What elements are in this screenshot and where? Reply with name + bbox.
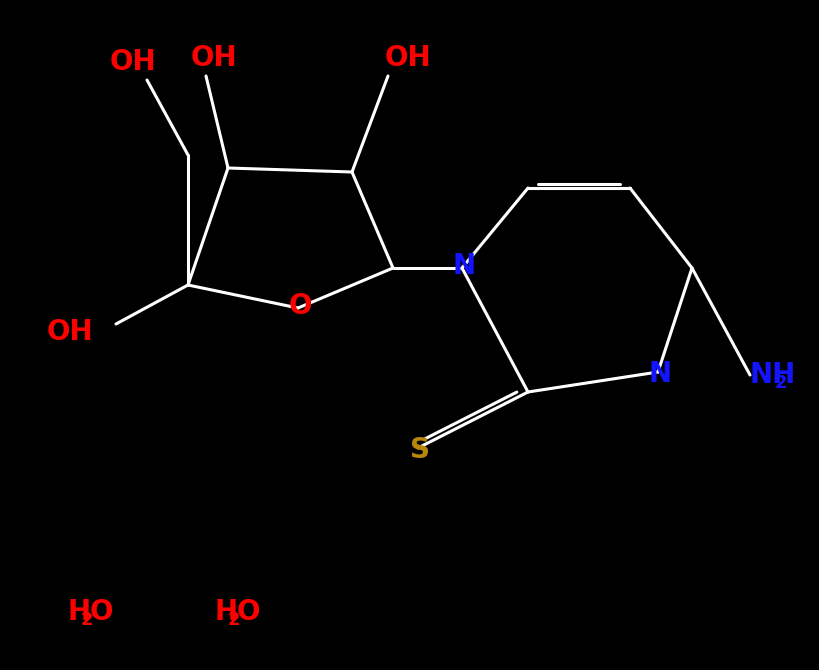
Text: 2: 2 [774,374,786,391]
Text: OH: OH [110,48,156,76]
Text: O: O [89,598,113,626]
Text: 2: 2 [227,610,240,628]
Text: OH: OH [384,44,431,72]
Text: S: S [410,436,429,464]
Text: H: H [215,598,238,626]
Text: 2: 2 [80,610,93,628]
Text: N: N [648,360,671,388]
Text: OH: OH [47,318,93,346]
Text: OH: OH [191,44,237,72]
Text: H: H [68,598,91,626]
Text: N: N [452,252,475,280]
Text: O: O [288,292,311,320]
Text: NH: NH [749,361,795,389]
Text: O: O [236,598,260,626]
